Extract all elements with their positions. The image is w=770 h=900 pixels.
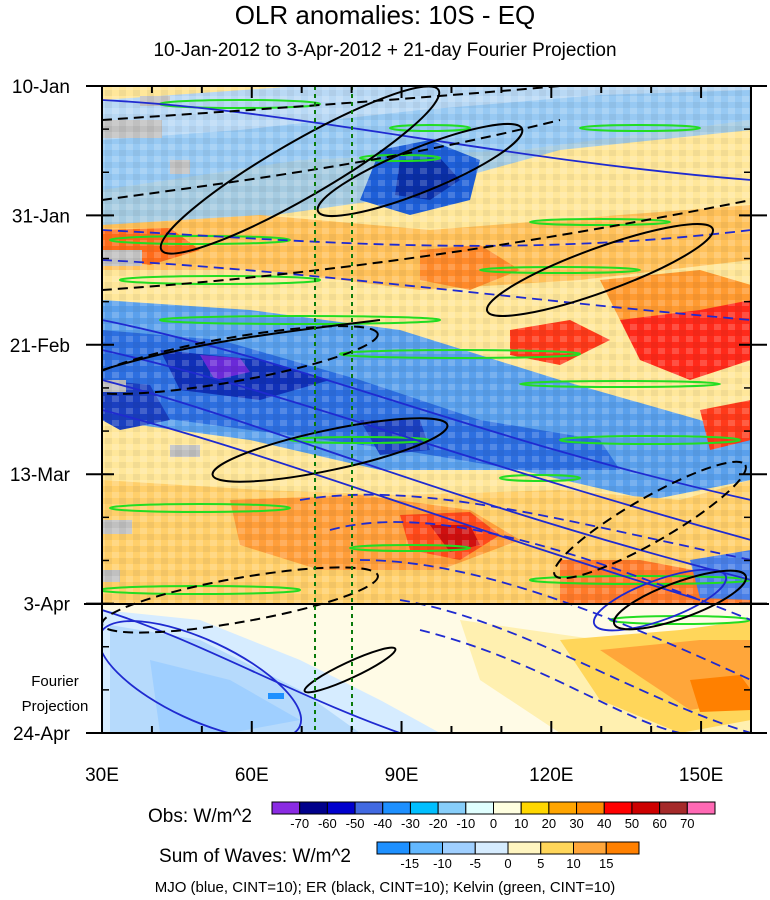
- colorbar-swatch: [659, 801, 688, 815]
- mjo-contours: [102, 99, 751, 733]
- contour-legend-footer: MJO (blue, CINT=10); ER (black, CINT=10)…: [154, 879, 616, 896]
- colorbar-level-label: 15: [599, 856, 613, 871]
- er-contours: [102, 86, 748, 694]
- obs-colorbar: -70 -60 -50 -40 -30 -20 -10 0 10 20 30 40 50 60 70: [271, 801, 716, 831]
- waves-colorbar: -15 -10 -5 0 5 10 15: [376, 841, 640, 871]
- colorbar-level-label: 50: [625, 816, 639, 831]
- colorbar-level-label: -10: [433, 856, 452, 871]
- colorbar-swatch: [631, 801, 661, 815]
- colorbar-swatch: [474, 841, 509, 855]
- colorbar-level-label: 5: [537, 856, 544, 871]
- chart-title: OLR anomalies: 10S - EQ: [234, 0, 536, 30]
- colorbar-level-label: -30: [401, 816, 420, 831]
- colorbar-swatch: [540, 841, 574, 855]
- colorbar-level-label: -40: [373, 816, 392, 831]
- colorbar-swatch: [382, 801, 411, 815]
- colorbar-level-label: -70: [290, 816, 309, 831]
- colorbar-level-label: 70: [680, 816, 694, 831]
- projection-label-line2: Projection: [22, 698, 89, 715]
- y-tick-label: 3-Apr: [24, 595, 71, 616]
- x-tick-label: 90E: [385, 765, 419, 786]
- colorbar-swatch: [520, 801, 550, 815]
- colorbar-level-label: 40: [597, 816, 611, 831]
- colorbar-level-label: -50: [346, 816, 365, 831]
- x-tick-label: 120E: [529, 765, 573, 786]
- colorbar-swatch: [576, 801, 605, 815]
- x-tick-label: 60E: [235, 765, 269, 786]
- projection-label-line1: Fourier: [31, 673, 79, 690]
- colorbar-swatch: [605, 841, 640, 855]
- colorbar-level-label: 0: [504, 856, 511, 871]
- plot-frame: [101, 85, 752, 734]
- colorbar-level-label: -60: [318, 816, 337, 831]
- y-axis: 10-Jan 31-Jan 21-Feb 13-Mar 3-Apr 24-Apr: [10, 77, 767, 745]
- x-tick-label: 30E: [85, 765, 119, 786]
- y-tick-label: 31-Jan: [12, 206, 70, 227]
- colorbar-level-label: -5: [469, 856, 481, 871]
- chart-subtitle: 10-Jan-2012 to 3-Apr-2012 + 21-day Fouri…: [153, 40, 617, 61]
- colorbar-level-label: 60: [652, 816, 666, 831]
- colorbar-swatch: [326, 801, 356, 815]
- waves-colorbar-label: Sum of Waves: W/m^2: [159, 846, 351, 867]
- colorbar-swatch: [465, 801, 494, 815]
- colorbar-swatch: [437, 801, 467, 815]
- colorbar-level-label: 10: [514, 816, 528, 831]
- colorbar-swatch: [686, 801, 716, 815]
- colorbar-swatch: [442, 841, 476, 855]
- colorbar-level-label: -10: [456, 816, 475, 831]
- obs-colorbar-label: Obs: W/m^2: [148, 806, 252, 827]
- colorbar-swatch: [271, 801, 301, 815]
- colorbar-swatch: [507, 841, 542, 855]
- colorbar-level-label: 30: [569, 816, 583, 831]
- colorbar-level-label: 10: [566, 856, 580, 871]
- y-tick-label: 21-Feb: [10, 336, 70, 357]
- colorbar-swatch: [376, 841, 411, 855]
- y-tick-label: 10-Jan: [12, 77, 70, 98]
- colorbar-swatch: [493, 801, 522, 815]
- y-tick-label: 13-Mar: [10, 465, 71, 486]
- colorbar-level-label: 20: [542, 816, 556, 831]
- x-tick-label: 150E: [679, 765, 723, 786]
- colorbar-swatch: [354, 801, 384, 815]
- colorbar-swatch: [573, 841, 607, 855]
- mjo-dashed-contours: [102, 229, 751, 733]
- colorbar-swatch: [409, 801, 439, 815]
- colorbar-swatch: [548, 801, 578, 815]
- colorbar-swatch: [409, 841, 443, 855]
- colorbar-level-label: -20: [429, 816, 448, 831]
- x-axis: 30E 60E 90E 120E 150E: [85, 86, 752, 786]
- er-dashed-contours: [102, 86, 751, 634]
- plot-area: [102, 86, 751, 733]
- colorbar-swatch: [299, 801, 328, 815]
- colorbar-level-label: 0: [490, 816, 497, 831]
- colorbar-swatch: [603, 801, 633, 815]
- reference-longitude-lines: [314, 86, 353, 733]
- y-tick-label: 24-Apr: [13, 724, 71, 745]
- colorbar-level-label: -15: [400, 856, 419, 871]
